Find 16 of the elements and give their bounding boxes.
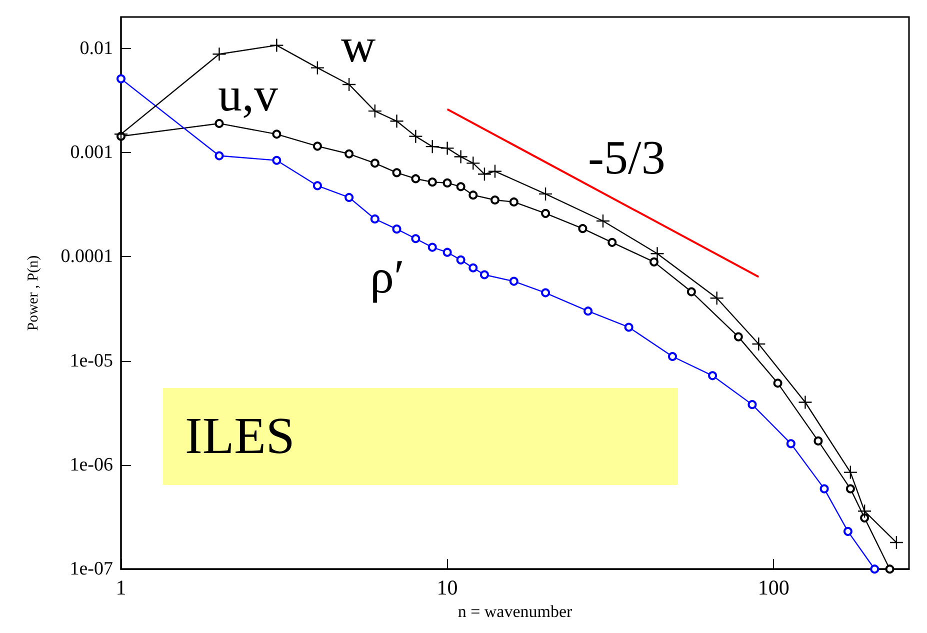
annotation: ρ′ [370, 250, 404, 304]
x-tick-label: 1 [116, 576, 126, 600]
y-tick-label: 0.0001 [60, 246, 113, 268]
annotation: -5/3 [588, 132, 666, 184]
x-tick-label: 100 [758, 576, 790, 600]
label-box: ILES [163, 388, 678, 485]
y-axis-title: Power , P(n) [26, 255, 42, 331]
annotation: w [341, 20, 376, 72]
x-axis-title: n = wavenumber [458, 602, 573, 621]
annotation: u,v [218, 68, 278, 122]
x-tick-label: 10 [436, 576, 458, 600]
y-tick-label: 1e-05 [70, 350, 113, 372]
y-tick-label: 0.01 [80, 38, 113, 59]
y-tick-label: 1e-06 [70, 454, 113, 476]
y-tick-label: 0.001 [70, 142, 113, 163]
y-tick-label: 1e-07 [70, 558, 113, 580]
